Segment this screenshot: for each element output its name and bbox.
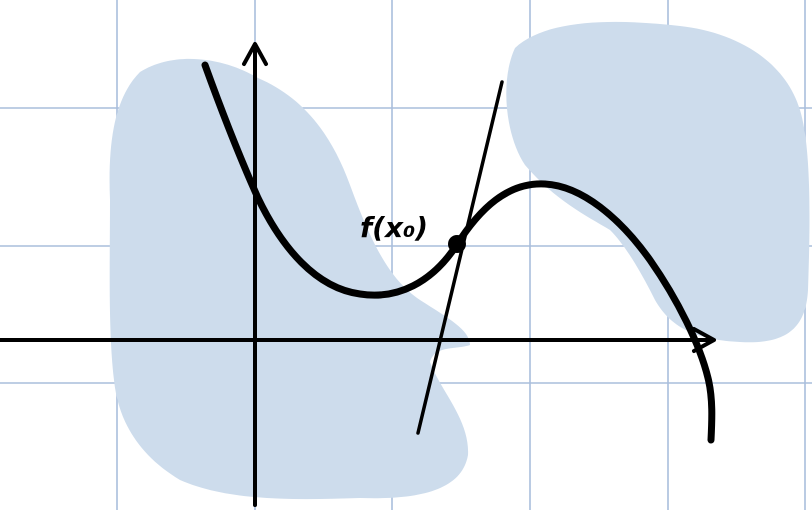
right-shaded-region: [506, 21, 810, 343]
tangent-point: [448, 235, 466, 253]
left-shaded-region: [109, 58, 470, 500]
function-curve: [201, 61, 716, 444]
tangent-line: [416, 80, 504, 435]
point-label: f(x₀): [360, 211, 428, 244]
shaded-regions: [109, 21, 810, 500]
y-axis-arrowhead: [242, 42, 268, 66]
